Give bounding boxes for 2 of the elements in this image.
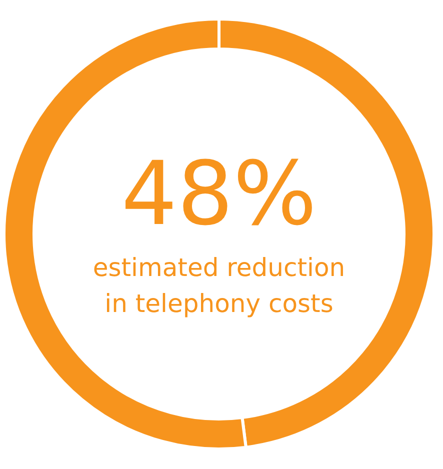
data-label: 48% — [121, 142, 317, 245]
text: estimated reduction in telephony costs — [92, 253, 346, 318]
